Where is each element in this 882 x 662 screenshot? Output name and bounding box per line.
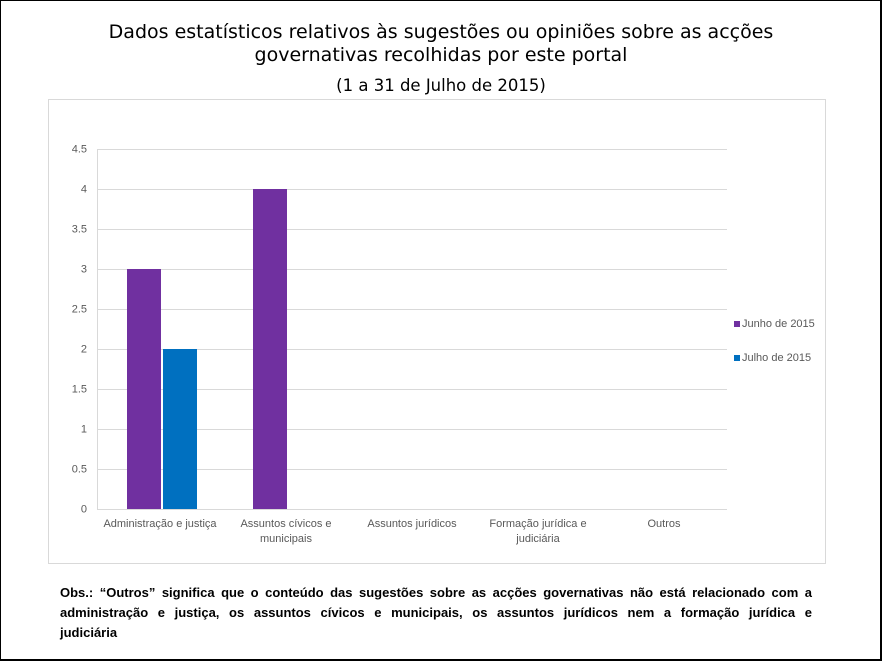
bar-julho-de-2015-administracao-e-justica [163,349,197,509]
legend-label: Julho de 2015 [742,352,811,364]
y-tick-label: 3 [81,264,87,276]
y-tick-label: 0.5 [72,464,87,476]
y-tick-label: 2 [81,344,87,356]
x-tick-label: Formação jurídica e judiciária [489,518,587,545]
bars [127,189,287,509]
gridlines [97,149,727,510]
y-tick-label: 4 [81,184,87,196]
x-tick-label: Administração e justiça [103,518,217,530]
legend-swatch [734,355,740,361]
y-tick-label: 3.5 [72,224,87,236]
legend-swatch [734,321,740,327]
y-tick-label: 1.5 [72,384,87,396]
chart-title: Dados estatísticos relativos às sugestõe… [108,21,774,66]
y-tick-label: 2.5 [72,304,87,316]
y-axis-tick-labels: 0 0.5 1 1.5 2 2.5 3 3.5 4 4.5 [72,144,87,516]
y-tick-label: 0 [81,504,87,516]
y-tick-label: 1 [81,424,87,436]
bar-junho-de-2015-administracao-e-justica [127,269,161,509]
bar-junho-de-2015-assuntos-civicos-e-municipais [253,189,287,509]
footnote: Obs.: “Outros” significa que o conteúdo … [60,585,812,640]
x-tick-label: Assuntos jurídicos [367,518,457,530]
y-tick-label: 4.5 [72,144,87,156]
x-tick-label: Outros [647,518,681,530]
chart-area [48,99,826,564]
x-tick-label: Assuntos cívicos e municipais [240,518,332,545]
chart-subtitle: (1 a 31 de Julho de 2015) [336,76,546,95]
legend-label: Junho de 2015 [742,318,815,330]
legend: Junho de 2015 Julho de 2015 [734,318,815,364]
